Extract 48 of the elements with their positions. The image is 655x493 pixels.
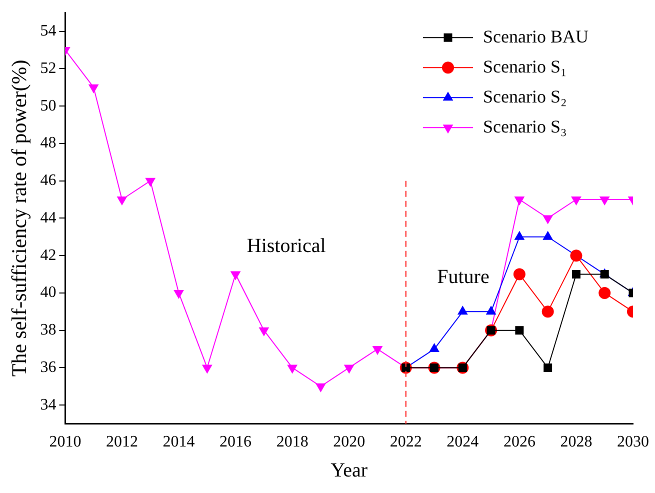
point — [514, 196, 525, 206]
x-tick-label: 2018 — [276, 434, 308, 451]
point — [572, 270, 580, 279]
y-tick-label: 40 — [40, 284, 56, 302]
y-tick-label: 48 — [40, 134, 56, 152]
point — [513, 268, 526, 280]
x-tick-label: 2024 — [446, 434, 479, 451]
y-tick-label: 50 — [40, 97, 56, 114]
y-tick-label: 44 — [40, 209, 56, 226]
y-tick-label: 38 — [40, 322, 56, 339]
point — [598, 286, 611, 299]
legend-label: Scenario S₁ — [483, 56, 567, 76]
y-tick-label: 54 — [40, 22, 56, 40]
y-tick-label: 52 — [40, 60, 56, 77]
point — [542, 306, 554, 318]
x-tick-label: 2020 — [333, 434, 366, 451]
point — [116, 196, 128, 206]
point — [88, 84, 99, 94]
point — [145, 178, 156, 187]
y-tick-label: 36 — [40, 358, 56, 376]
point — [599, 196, 610, 206]
point — [571, 196, 582, 206]
x-tick-label: 2012 — [106, 434, 138, 451]
legend-label: Scenario BAU — [483, 26, 588, 46]
annotation: Historical — [246, 235, 326, 258]
y-tick-label: 46 — [40, 172, 56, 190]
point — [544, 363, 552, 372]
x-tick-label: 2016 — [220, 434, 252, 451]
point — [570, 250, 582, 262]
x-tick-label: 2030 — [617, 434, 649, 451]
y-axis-title: The self-sufficiency rate of power(%) — [7, 60, 32, 377]
legend-label: Scenario S₃ — [483, 116, 567, 136]
x-tick-label: 2014 — [162, 434, 195, 451]
x-tick-label: 2010 — [49, 434, 82, 451]
point — [515, 326, 524, 335]
y-tick-label: 34 — [40, 396, 56, 414]
x-tick-label: 2022 — [390, 434, 422, 451]
point — [230, 271, 241, 280]
annotation: Future — [437, 266, 490, 288]
point — [429, 343, 440, 352]
x-axis-title: Year — [330, 459, 368, 482]
point — [258, 327, 270, 336]
x-tick-label: 2028 — [560, 434, 592, 451]
x-tick-label: 2026 — [503, 434, 536, 451]
legend-label: Scenario S₂ — [483, 86, 567, 106]
y-tick-label: 42 — [40, 246, 56, 264]
point — [174, 290, 184, 299]
point — [542, 215, 554, 224]
